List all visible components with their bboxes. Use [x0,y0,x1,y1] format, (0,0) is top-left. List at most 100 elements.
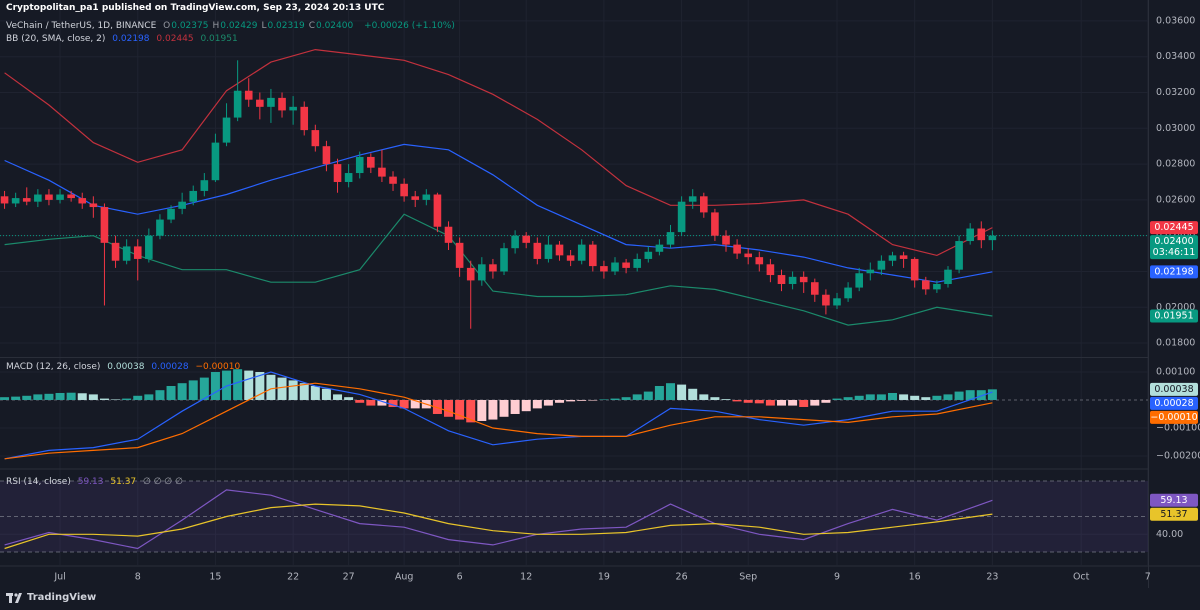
bollinger-line [4,48,993,257]
logo [6,592,22,603]
y-tick-label: 0.03400 [1156,51,1195,62]
x-tick-label: 7 [1145,572,1151,583]
histogram-bar [632,394,642,400]
candle-body [744,253,753,258]
candle-body [322,146,331,165]
histogram-bar [22,395,32,400]
price-tag [1150,265,1198,279]
candle-body [444,226,453,243]
price-tag [1150,396,1198,410]
histogram-bar [621,397,631,400]
price-tag-label: 0.02400 [1154,236,1193,247]
y-tick-label: 0.01800 [1156,338,1195,349]
ohlc-value: 0.02429 [220,21,258,31]
candle-body [145,235,153,259]
candle-body [855,273,863,288]
candle-body [888,255,897,261]
histogram-bar [177,383,187,400]
histogram-bar [122,398,132,400]
x-tick-label: 9 [834,572,840,583]
price-tag [1150,309,1198,323]
candle-body [666,232,675,245]
candle-body [344,173,353,182]
histogram-bar [377,399,387,406]
histogram-bar [244,370,254,400]
candle-body [877,260,886,270]
histogram-bar [732,399,742,402]
candle-body [600,266,608,272]
price-tag-label: 0.00028 [1154,398,1193,409]
legend-value: 0.00028 [151,362,189,372]
candle-body [400,183,408,197]
price-tag-label: 0.02445 [1154,222,1193,233]
symbol-title: VeChain / TetherUS, 1D, BINANCE [6,21,157,31]
candle-body [921,280,930,290]
price-legend: VeChain / TetherUS, 1D, BINANCE O0.02375… [6,21,459,31]
candle-body [533,242,542,259]
histogram-bar [865,394,875,400]
x-tick-label: 27 [343,572,355,583]
histogram-bar [299,383,309,400]
histogram-bar [688,388,698,400]
change: +0.00026 (+1.10%) [364,21,455,31]
histogram-bar [976,390,986,400]
ohlc-label: O [163,21,171,31]
histogram-bar [255,371,265,400]
bollinger-line [4,213,993,326]
legend-value: 51.37 [110,477,137,487]
histogram-bar [210,371,220,400]
histogram-bar [843,397,853,400]
candle-body [67,194,75,199]
countdown: 03:46:11 [1153,247,1196,258]
y-tick-label: 0.03600 [1156,15,1195,26]
histogram-bar [144,394,154,400]
marks [0,48,1148,553]
candle-body [189,190,198,202]
histogram-bar [266,374,276,400]
histogram-bar [277,377,287,400]
histogram-bar [344,397,354,400]
candle-body [489,264,497,272]
ohlc-value: 0.02375 [171,21,209,31]
histogram-bar [899,394,909,400]
histogram-bar [477,399,487,421]
ohlc-label: H [212,21,220,31]
histogram-bar [510,399,520,414]
candle-body [833,298,841,306]
histogram-bar [466,399,476,423]
candle-body [866,269,875,274]
candle-body [933,283,941,290]
histogram-bar [543,399,553,406]
histogram-bar [88,394,98,400]
brand: TradingView [27,592,97,603]
candle-body [611,262,619,272]
candle-body [56,194,64,200]
candle-body [433,194,442,227]
histogram-bar [910,395,920,400]
candle-body [799,276,808,283]
candle-body [655,244,664,252]
histogram-bar [987,389,997,400]
candle-body [300,106,309,131]
candle-body [955,241,963,270]
candle-body [267,97,275,107]
y-tick-label: 0.00100 [1156,366,1195,377]
y-tick-label: 40.00 [1156,529,1183,540]
rsi-line [4,503,993,550]
histogram-bar [11,396,21,400]
candle-body [511,235,519,249]
candle-body [577,244,586,261]
candle-body [478,264,486,281]
histogram-bar [0,397,10,400]
histogram-bar [588,399,598,401]
histogram-bar [410,399,420,409]
price-tag-label: 0.02198 [1154,266,1193,277]
histogram-bar [233,369,243,400]
price-tag [1150,221,1198,235]
histogram-bar [666,383,676,400]
y-tick-label: 0.02000 [1156,302,1195,313]
histogram-bar [610,398,620,400]
candle-body [844,287,852,299]
x-tick-label: Aug [395,572,414,583]
candle-body [944,269,952,284]
